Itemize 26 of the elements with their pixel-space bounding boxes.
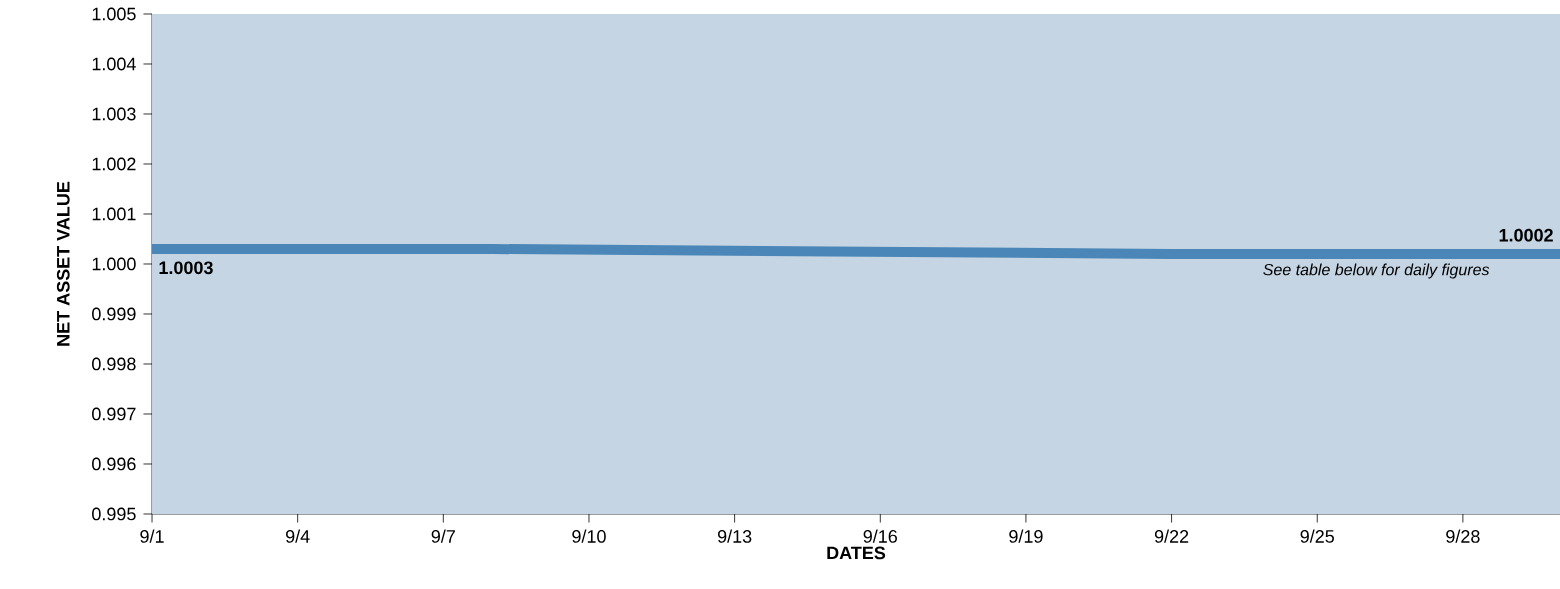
- x-tick-label: 9/10: [572, 529, 606, 543]
- x-tick-label: 9/4: [286, 529, 310, 543]
- y-tick-label: 1.005: [92, 7, 136, 21]
- y-tick-label: 0.997: [92, 407, 136, 421]
- annotation: See table below for daily figures: [1263, 263, 1490, 279]
- y-tick-label: 1.001: [92, 207, 136, 221]
- y-tick-label: 0.999: [92, 307, 136, 321]
- x-tick-label: 9/22: [1154, 529, 1189, 543]
- x-tick-label: 9/13: [717, 529, 752, 543]
- x-tick-label: 9/28: [1446, 529, 1480, 543]
- x-tick-label: 9/16: [863, 529, 897, 543]
- x-axis-title: DATES: [827, 546, 886, 560]
- y-tick-label: 1.002: [92, 157, 136, 171]
- y-tick-label: 1.003: [92, 107, 136, 121]
- y-tick-label: 0.996: [92, 457, 136, 471]
- y-axis-title: NET ASSET VALUE: [56, 181, 70, 346]
- y-tick-label: 1.004: [92, 57, 136, 71]
- x-tick-label: 9/19: [1009, 529, 1043, 543]
- data-label: 1.0003: [159, 261, 213, 275]
- data-label: 1.0002: [1499, 228, 1553, 242]
- y-tick-label: 0.995: [92, 507, 136, 521]
- y-tick-label: 0.998: [92, 357, 136, 371]
- x-tick-label: 9/1: [140, 529, 164, 543]
- x-tick-label: 9/25: [1300, 529, 1334, 543]
- y-tick-label: 1.000: [92, 257, 136, 271]
- x-tick-label: 9/7: [431, 529, 455, 543]
